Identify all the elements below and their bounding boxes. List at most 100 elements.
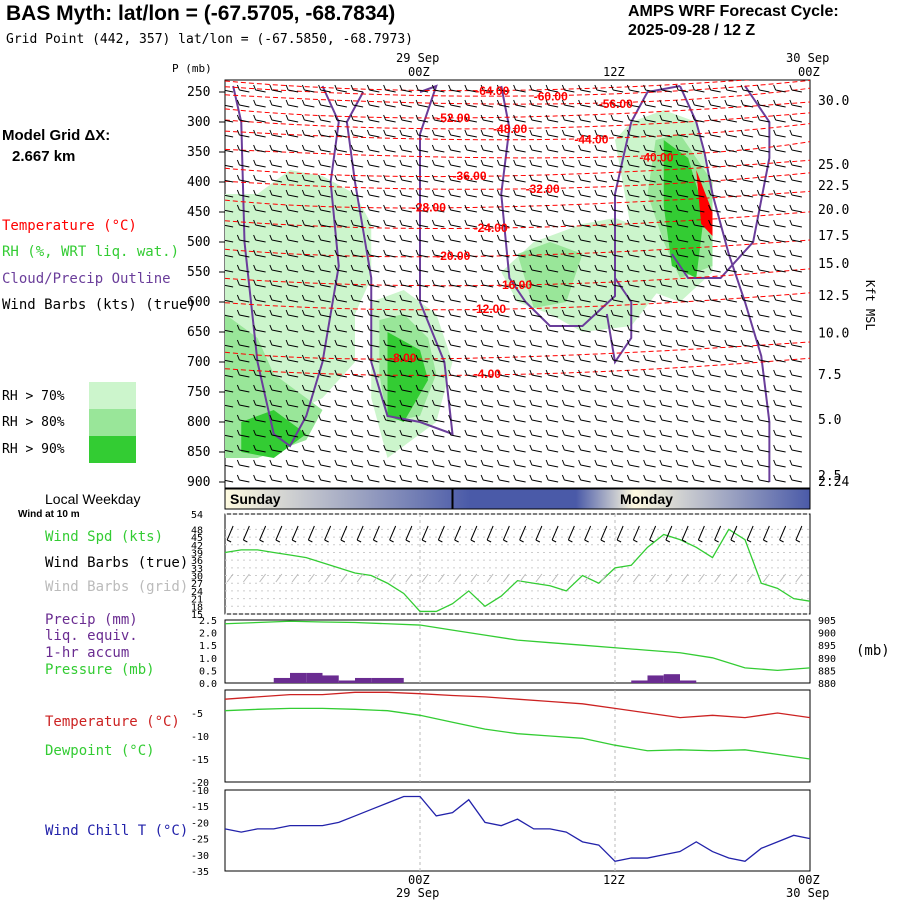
- wind-barb: [464, 384, 477, 393]
- wind-barb: [659, 474, 672, 483]
- wind-barb: [415, 159, 429, 168]
- true-wind-barb: [535, 525, 543, 543]
- wind-barb: [318, 234, 331, 243]
- wind-barb: [545, 444, 559, 453]
- wind-barb: [529, 129, 542, 138]
- wind-barb: [366, 249, 380, 258]
- wind-barb: [756, 189, 770, 198]
- wind-barb: [448, 459, 461, 468]
- wind-barb: [513, 174, 526, 183]
- wind-barb: [756, 279, 770, 288]
- wind-barb: [643, 444, 656, 453]
- wind-barb: [626, 234, 640, 243]
- wind-barb: [350, 444, 364, 453]
- true-wind-barb: [356, 525, 364, 543]
- weekday-day-label: Monday: [620, 491, 673, 507]
- isotherm-line: [225, 239, 810, 258]
- wind-barb: [740, 174, 754, 183]
- wind-barb: [594, 264, 607, 273]
- wind-barb: [561, 219, 575, 228]
- wind-barb: [318, 354, 331, 363]
- wind-barb: [578, 219, 591, 228]
- wind-barb: [691, 369, 705, 378]
- wind-barb: [708, 429, 721, 438]
- model-grid-value: 2.667 km: [12, 148, 76, 165]
- wind-barb: [464, 459, 477, 468]
- wind-barb: [773, 309, 786, 318]
- true-wind-barb: [372, 525, 380, 543]
- wind-barb: [708, 99, 721, 108]
- wind-barb: [301, 339, 315, 348]
- wind-barb: [740, 159, 754, 168]
- true-wind-barb: [730, 525, 738, 543]
- wind-barb: [366, 264, 380, 273]
- true-wind-barb: [405, 525, 413, 543]
- label-temperature: Temperature (°C): [45, 714, 180, 730]
- wind-barb: [626, 459, 640, 468]
- wind-barb: [318, 249, 331, 258]
- grid-wind-barb: [502, 573, 510, 583]
- wind-barb: [431, 264, 445, 273]
- grid-wind-barb: [421, 573, 429, 583]
- wind-barb: [318, 339, 331, 348]
- wind-barb: [431, 309, 445, 318]
- wind-barb: [594, 339, 607, 348]
- wind-barb: [773, 339, 786, 348]
- wind-barb: [529, 354, 542, 363]
- wind-barb: [301, 144, 315, 153]
- wind-barb: [269, 99, 282, 108]
- wind-barb: [545, 159, 559, 168]
- wind-barb: [431, 174, 445, 183]
- wind-barb: [225, 359, 234, 363]
- pressure-tick-label: 800: [187, 415, 210, 430]
- wind-barb: [318, 399, 331, 408]
- wind-barb: [773, 159, 786, 168]
- wind-barb: [545, 429, 559, 438]
- isotherm-line: [225, 101, 810, 119]
- wind-barb: [708, 159, 721, 168]
- wind-barb: [285, 279, 299, 288]
- wind-barb: [773, 324, 786, 333]
- wind-barb: [594, 144, 607, 153]
- wind-barb: [675, 99, 689, 108]
- isotherm-label: -48.00: [493, 122, 527, 136]
- true-wind-barb: [681, 525, 689, 543]
- wind-barb: [610, 294, 624, 303]
- wind-barb: [594, 309, 607, 318]
- wind-barb: [399, 429, 412, 438]
- pressure-tick-label: 650: [187, 325, 210, 340]
- wind-barb: [708, 444, 721, 453]
- wind-barb: [643, 369, 656, 378]
- wind-barb: [561, 474, 575, 483]
- wind-barb: [594, 84, 607, 93]
- wind-barb: [399, 369, 412, 378]
- wind-barb: [675, 234, 689, 243]
- wind-barb: [236, 309, 250, 318]
- wind-barb: [773, 129, 786, 138]
- legend-cloud: Cloud/Precip Outline: [2, 271, 171, 287]
- wind-barb: [626, 279, 640, 288]
- precip-bar: [631, 680, 648, 683]
- wind-barb: [448, 84, 461, 93]
- wind-barb: [708, 144, 721, 153]
- wind-barb: [578, 249, 591, 258]
- wind-barb: [269, 414, 282, 423]
- wind-barb: [708, 399, 721, 408]
- wind-barb: [773, 189, 786, 198]
- wind-barb: [448, 279, 461, 288]
- wind-barb: [318, 159, 331, 168]
- wind-barb: [691, 114, 705, 123]
- precip-bar: [387, 677, 404, 683]
- weekday-sublabel: Wind at 10 m: [18, 509, 80, 520]
- wind-barb: [415, 114, 429, 123]
- wind-barb: [464, 429, 477, 438]
- wind-barb: [626, 474, 640, 483]
- grid-wind-barb: [340, 573, 348, 583]
- wind-barb: [789, 459, 802, 468]
- wind-barb: [334, 144, 347, 153]
- wind-barb: [756, 99, 770, 108]
- wind-barb: [301, 294, 315, 303]
- grid-wind-barb: [665, 573, 673, 583]
- wind-barb: [675, 429, 689, 438]
- wind-barb: [366, 204, 380, 213]
